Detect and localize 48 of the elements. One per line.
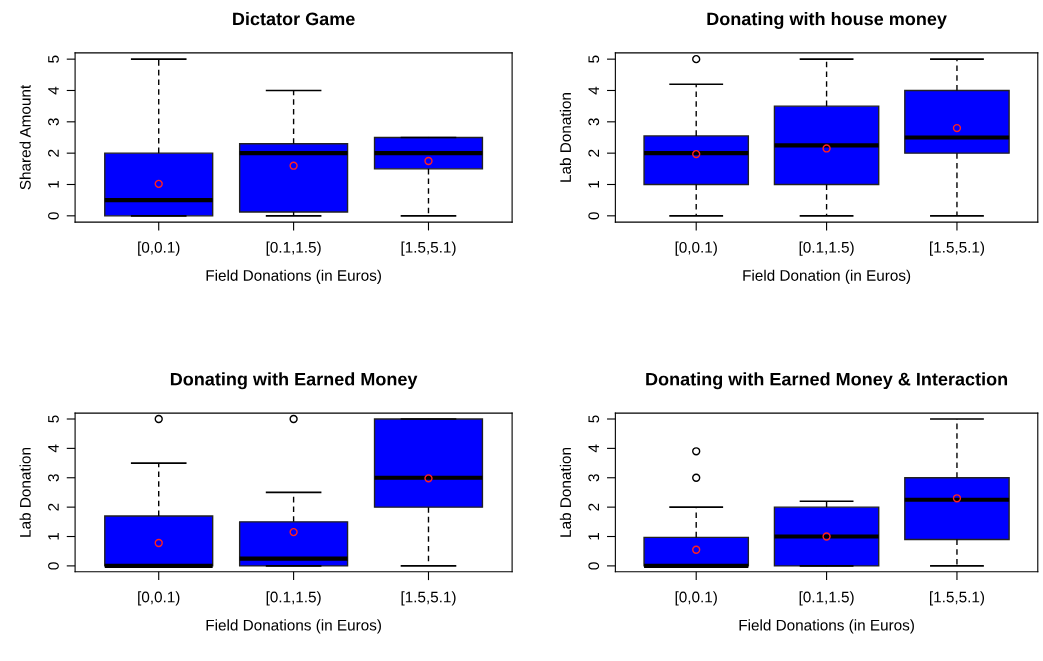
chart-title: Donating with house money: [707, 12, 947, 29]
y-tick-label: 5: [588, 55, 600, 63]
y-tick-label: 0: [588, 212, 600, 220]
y-tick-label: 1: [588, 180, 600, 188]
y-tick-label: 2: [588, 149, 600, 157]
x-axis-title: Field Donations (in Euros): [206, 619, 381, 634]
y-tick-label: 3: [48, 118, 59, 126]
x-tick-label: [1.5,5.1): [401, 591, 456, 606]
x-tick-label: [0.1,1.5): [799, 591, 854, 606]
x-tick-label: [0.1,1.5): [266, 591, 321, 606]
x-tick-label: [1.5,5.1): [401, 241, 456, 256]
y-tick-label: 2: [588, 503, 600, 511]
y-axis-title: Lab Donation: [19, 447, 31, 537]
y-axis-title: Lab Donation: [559, 93, 572, 182]
y-tick-label: 3: [588, 474, 600, 482]
y-tick-label: 2: [48, 149, 59, 157]
y-tick-label: 4: [588, 86, 600, 95]
y-tick-label: 3: [588, 118, 600, 126]
y-tick-label: 4: [48, 444, 59, 453]
chart-title: Donating with Earned Money: [170, 372, 418, 390]
x-tick-label: [0.1,1.5): [799, 241, 854, 256]
x-tick-label: [0,0.1): [675, 241, 717, 256]
y-tick-label: 5: [588, 415, 600, 423]
y-tick-label: 3: [48, 474, 59, 482]
x-tick-label: [0,0.1): [138, 241, 180, 256]
chart-title: Dictator Game: [233, 12, 355, 26]
chart-title: Donating with Earned Money & Interaction: [646, 372, 1008, 390]
y-tick-label: 0: [48, 562, 59, 570]
y-tick-label: 1: [588, 533, 600, 540]
x-tick-label: [0,0.1): [675, 591, 717, 606]
y-tick-label: 1: [48, 180, 59, 188]
y-axis-title: Shared Amount: [19, 84, 31, 190]
y-tick-label: 5: [48, 415, 59, 423]
x-axis-title: Field Donations (in Euros): [739, 619, 914, 634]
y-tick-label: 0: [588, 562, 600, 570]
x-tick-label: [0.1,1.5): [266, 241, 321, 256]
y-axis-title: Lab Donation: [559, 447, 572, 537]
y-tick-label: 4: [588, 444, 600, 453]
x-axis-title: Field Donations (in Euros): [206, 269, 381, 284]
y-tick-label: 2: [48, 503, 59, 511]
x-tick-label: [1.5,5.1): [930, 591, 985, 606]
x-axis-title: Field Donation (in Euros): [743, 269, 911, 284]
x-tick-label: [0,0.1): [138, 591, 180, 606]
y-tick-label: 1: [48, 533, 59, 540]
y-tick-label: 0: [48, 212, 59, 220]
x-tick-label: [1.5,5.1): [930, 241, 985, 256]
y-tick-label: 5: [48, 55, 59, 63]
y-tick-label: 4: [48, 86, 59, 95]
